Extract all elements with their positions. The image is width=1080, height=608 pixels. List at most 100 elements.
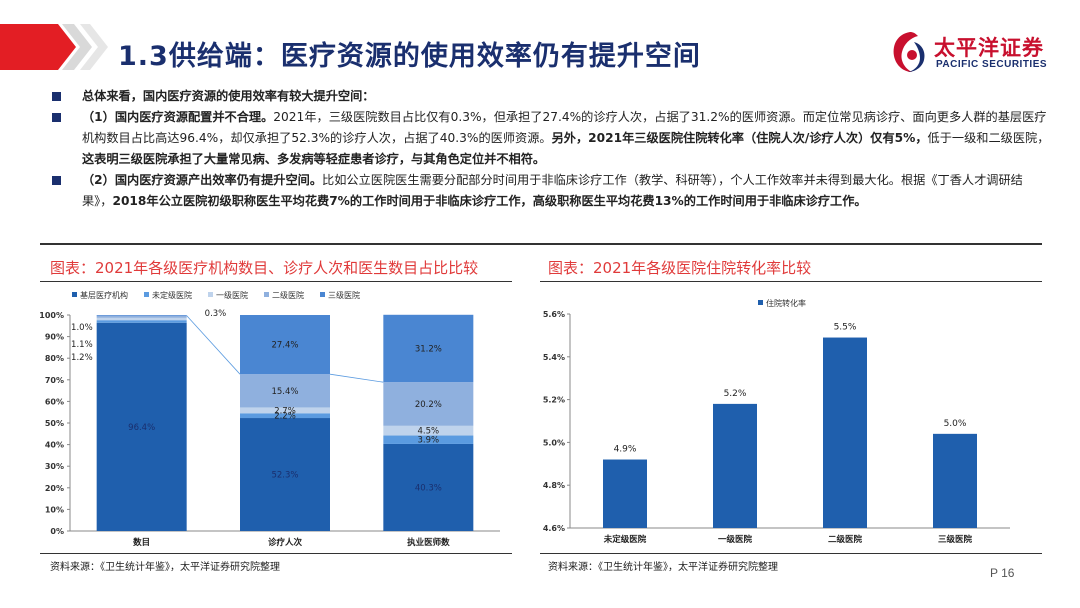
y-tick-label: 4.6%	[543, 524, 565, 533]
data-label: 31.2%	[415, 344, 442, 354]
legend-swatch	[264, 292, 269, 297]
bullet-list: 总体来看，国内医疗资源的使用效率有较大提升空间： （1）国内医疗资源配置并不合理…	[50, 86, 1050, 212]
y-tick-label: 90%	[45, 333, 64, 342]
data-label: 1.1%	[71, 340, 93, 350]
bar-segment	[383, 382, 474, 426]
data-label: 4.9%	[614, 445, 637, 455]
x-tick-label: 数目	[133, 537, 150, 548]
data-label: 2.2%	[274, 412, 296, 422]
y-tick-label: 30%	[45, 462, 64, 471]
right-chart-title-divider	[540, 281, 1042, 282]
bar-segment	[240, 374, 330, 408]
y-tick-label: 50%	[45, 419, 64, 428]
bullet-text-bold: （2）国内医疗资源产出效率仍有提升空间。	[82, 173, 323, 187]
bar	[603, 459, 647, 528]
y-tick-label: 5.6%	[543, 310, 565, 319]
data-label: 20.2%	[415, 400, 442, 410]
data-label: 5.0%	[944, 419, 967, 429]
x-tick-label: 未定级医院	[603, 534, 647, 545]
bar-segment	[240, 413, 330, 419]
legend-label: 住院转化率	[766, 298, 806, 308]
y-tick-label: 5.2%	[543, 396, 565, 405]
bar-segment	[96, 315, 187, 318]
bullet-text: 低于一级和二级医院，	[927, 131, 1050, 145]
bullet-text-bold: 2018年公立医院初级职称医生平均花费7%的工作时间用于非临床诊疗工作，高级职称…	[112, 194, 867, 208]
bar-segment	[96, 315, 187, 316]
data-label: 1.2%	[71, 353, 93, 363]
logo-mark-icon	[893, 32, 925, 72]
left-stacked-bar-chart: 基层医疗机构 未定级医院 一级医院 二级医院 三级医院 0% 10% 20% 30% 40% 50%…	[39, 290, 500, 548]
y-tick-label: 0%	[50, 527, 64, 536]
bullet-item: （2）国内医疗资源产出效率仍有提升空间。比如公立医院医生需要分配部分时间用于非临…	[50, 170, 1050, 212]
bar-segment	[240, 418, 330, 531]
y-tick-label: 80%	[45, 354, 64, 363]
legend-label: 三级医院	[328, 290, 360, 300]
x-tick-label: 诊疗人次	[268, 537, 303, 548]
bar-segment	[383, 435, 474, 444]
data-label: 5.2%	[724, 389, 747, 399]
bar-segment	[96, 317, 187, 321]
legend-swatch	[320, 292, 325, 297]
data-label: 2.7%	[274, 406, 296, 416]
right-chart-source-divider	[540, 553, 1042, 554]
bar	[933, 433, 977, 528]
data-label: 40.3%	[415, 483, 442, 493]
legend-swatch	[758, 300, 763, 305]
data-label: 1.0%	[71, 323, 93, 333]
bar-segment	[383, 425, 474, 436]
legend-swatch	[208, 292, 213, 297]
bullet-square-icon	[52, 176, 61, 185]
y-tick-label: 10%	[45, 505, 64, 514]
legend-swatch	[144, 292, 149, 297]
legend-label: 基层医疗机构	[80, 290, 128, 300]
bullet-text-bold: （1）国内医疗资源配置并不合理。	[82, 110, 274, 124]
bar-segment	[96, 320, 187, 323]
data-label: 4.5%	[418, 427, 440, 437]
y-tick-label: 4.8%	[543, 481, 565, 490]
bar-segment	[240, 407, 330, 414]
x-tick-label: 二级医院	[828, 534, 863, 545]
bar-segment	[240, 315, 330, 375]
y-tick-label: 70%	[45, 376, 64, 385]
x-tick-label: 一级医院	[718, 534, 753, 545]
data-label: 3.9%	[418, 436, 440, 446]
bar-segment	[96, 322, 187, 531]
x-tick-label: 三级医院	[938, 534, 973, 545]
y-tick-label: 100%	[39, 311, 64, 320]
y-tick-label: 5.0%	[543, 438, 565, 447]
divider	[40, 243, 1042, 245]
header-chevron-2	[80, 24, 108, 70]
data-label: 5.5%	[834, 323, 857, 333]
bar-segment	[383, 314, 474, 383]
data-label: 15.4%	[271, 387, 298, 397]
legend-label: 二级医院	[272, 290, 304, 300]
bullet-text-bold: 另外，2021年三级医院住院转化率（住院人次/诊疗人次）仅有5%，	[551, 131, 928, 145]
logo-text-cn: 太平洋证券	[934, 36, 1044, 60]
bar	[823, 337, 867, 528]
bullet-text: 比如公立医院医生需要分配部分时间用于非临床诊疗工作（教学、科研等），个人工作效率…	[82, 173, 1023, 208]
logo-text-en: PACIFIC SECURITIES	[936, 59, 1048, 70]
bullet-square-icon	[52, 113, 61, 122]
data-label: 0.3%	[205, 309, 227, 319]
left-chart-source-divider	[40, 553, 512, 554]
left-chart-source: 资料来源：《卫生统计年鉴》，太平洋证券研究院整理	[50, 562, 280, 573]
data-label: 52.3%	[271, 471, 298, 481]
y-tick-label: 5.4%	[543, 353, 565, 362]
right-chart-title: 图表：2021年各级医院住院转化率比较	[548, 259, 812, 277]
legend-swatch	[72, 292, 77, 297]
connector-line	[186, 315, 241, 375]
bar	[713, 403, 757, 528]
header-decoration	[0, 24, 108, 70]
bullet-text: 总体来看，国内医疗资源的使用效率有较大提升空间：	[82, 89, 375, 103]
left-chart-title-divider	[40, 281, 512, 282]
company-logo: 太平洋证券 PACIFIC SECURITIES	[890, 28, 1060, 78]
bullet-item: （1）国内医疗资源配置并不合理。2021年，三级医院数目占比仅有0.3%，但承担…	[50, 107, 1050, 170]
page-number: P 16	[990, 566, 1015, 580]
data-label: 27.4%	[271, 341, 298, 351]
bullet-item: 总体来看，国内医疗资源的使用效率有较大提升空间：	[50, 86, 1050, 107]
y-tick-label: 60%	[45, 397, 64, 406]
right-bar-chart: 住院转化率 4.6% 4.8% 5.0% 5.2% 5.4% 5.6% 4.9% 未定级医院 5.…	[543, 298, 1010, 545]
header-red-block	[0, 24, 76, 70]
legend-label: 未定级医院	[152, 290, 192, 300]
y-tick-label: 40%	[45, 441, 64, 450]
